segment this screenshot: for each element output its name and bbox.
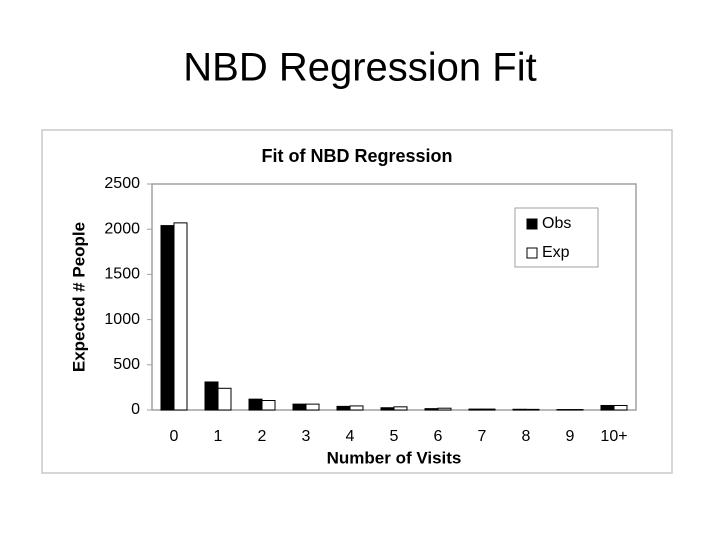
bar [248,398,263,411]
legend-label: Exp [542,244,570,261]
x-axis-title: Number of Visits [327,448,462,467]
x-tick-label: 4 [346,428,355,445]
x-tick-label: 9 [566,428,575,445]
x-tick-label: 7 [478,428,487,445]
x-tick-label: 5 [390,428,399,445]
bar [380,407,395,411]
y-tick-label: 1000 [104,311,140,328]
bar [336,405,351,411]
y-tick-label: 0 [131,401,140,418]
bar [437,407,452,411]
y-tick-label: 500 [113,356,140,373]
bar [525,408,540,411]
bar [613,404,628,411]
x-tick-label: 6 [434,428,443,445]
bar [173,222,188,411]
x-tick-label: 8 [522,428,531,445]
bar [512,408,527,411]
y-tick-label: 2000 [104,220,140,237]
x-tick-label: 10+ [600,428,627,445]
slide-title: NBD Regression Fit [183,46,536,90]
legend-swatch [526,247,538,259]
bar [292,403,307,411]
bar [261,400,276,411]
x-tick-label: 0 [170,428,179,445]
y-axis-title: Expected # People [69,222,88,372]
chart-title: Fit of NBD Regression [261,146,452,166]
y-tick-label: 1500 [104,266,140,283]
bar [160,225,175,411]
bar [217,387,232,411]
x-tick-label: 1 [214,428,223,445]
bar [204,381,219,411]
x-tick-label: 3 [302,428,311,445]
legend-swatch [526,218,538,230]
bar [481,408,496,411]
bar [600,404,615,411]
bar [424,408,439,411]
x-tick-label: 2 [258,428,267,445]
bar [349,405,364,411]
bar [305,403,320,411]
bar [393,406,408,411]
y-tick-label: 2500 [104,175,140,192]
legend-label: Obs [542,215,571,232]
bar [468,408,483,411]
